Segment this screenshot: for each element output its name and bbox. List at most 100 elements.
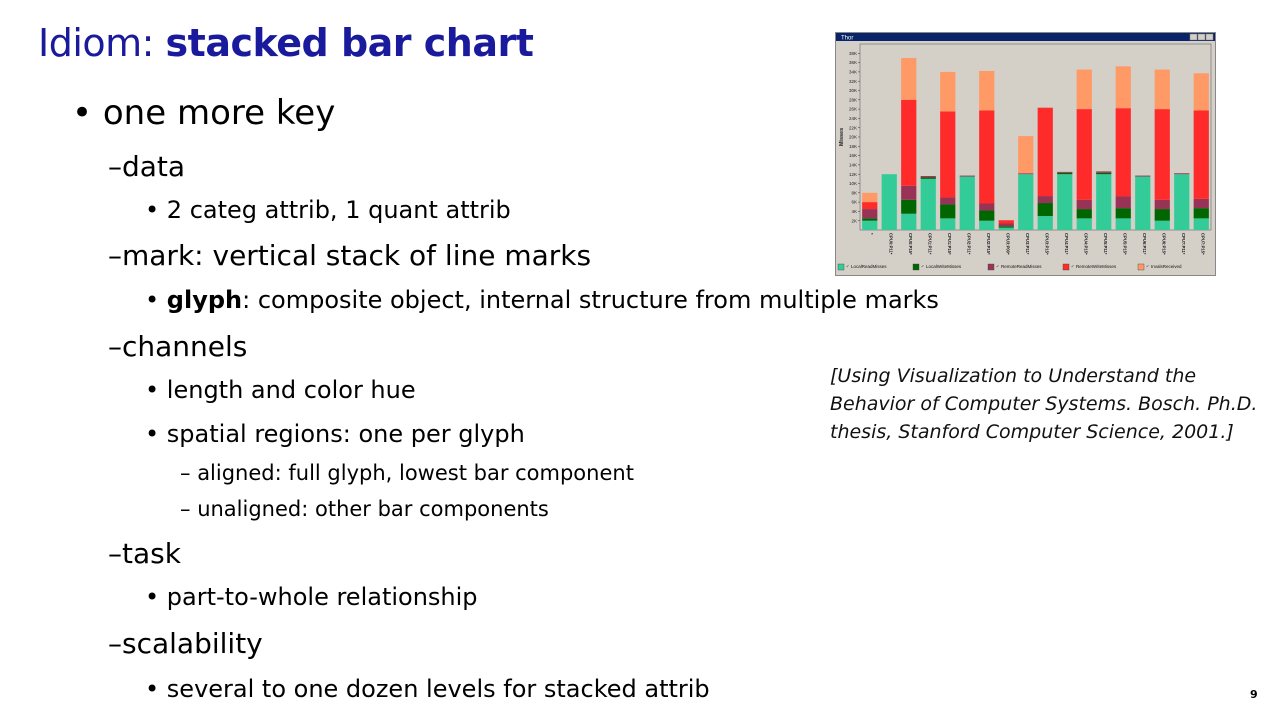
checkmark-icon: ✓ (1146, 263, 1150, 268)
checkmark-icon: ✓ (846, 263, 850, 268)
bullet-marker: • (145, 675, 160, 703)
page-number: 9 (1250, 688, 1258, 701)
x-tick-label: CPU4:P11* (1064, 233, 1069, 255)
bar-segment (901, 99, 917, 186)
bar-segment (862, 192, 878, 203)
bar-segment (998, 226, 1014, 228)
bullet-text: aligned: full glyph, lowest bar componen… (197, 461, 634, 485)
bullet-marker: • (145, 196, 160, 224)
bar-segment (979, 110, 995, 204)
bullet-marker: – (108, 627, 122, 660)
y-tick-label: 8K (851, 190, 857, 195)
x-tick-label: CPU1:P15* (947, 233, 952, 255)
y-tick-label: 24K (849, 116, 857, 121)
bullet-bold-term: glyph (166, 286, 243, 314)
bar-segment (1174, 174, 1190, 230)
x-tick-label: CPU5:P15* (1122, 233, 1127, 255)
bar-segment (1154, 109, 1170, 200)
bullet-marker: – (180, 461, 191, 485)
bullet-marker: • (145, 376, 160, 404)
bullet-text: spatial regions: one per glyph (166, 420, 525, 448)
title-prefix: Idiom: (38, 21, 166, 65)
bullet-marker: • (145, 286, 160, 314)
bar-segment (1037, 216, 1053, 230)
y-tick-label: 22K (849, 125, 857, 130)
legend-label: LocalWriteMisses (926, 264, 962, 269)
bar-segment (1057, 171, 1073, 173)
bar-segment (959, 176, 975, 230)
bar-segment (862, 202, 878, 210)
bullet-categ-attrib: • 2 categ attrib, 1 quant attrib (145, 196, 511, 224)
bar-segment (1193, 110, 1209, 199)
bullet-task: –task (108, 537, 181, 570)
bullet-marker: – (108, 150, 122, 183)
x-tick-label: * (869, 233, 874, 235)
bar-segment (1096, 172, 1112, 175)
bar-segment (1115, 196, 1131, 209)
bar-segment (1193, 218, 1209, 230)
bar-segment (1037, 107, 1053, 197)
y-tick-label: 34K (849, 70, 857, 75)
bar-segment (1018, 173, 1034, 175)
bar-segment (1076, 218, 1092, 230)
bullet-mark: –mark: vertical stack of line marks (108, 239, 591, 272)
y-tick-label: 14K (849, 163, 857, 168)
bullet-text: one more key (102, 93, 336, 133)
citation: [Using Visualization to Understand the B… (830, 362, 1257, 446)
bullet-text: scalability (122, 627, 263, 660)
legend-swatch (1137, 263, 1145, 271)
bullet-marker: – (108, 537, 122, 570)
legend-label: InvalsReceived (1151, 264, 1182, 269)
bar-segment (940, 197, 956, 205)
bar-segment (979, 70, 995, 111)
bar-segment (862, 209, 878, 219)
plot-area (859, 43, 1212, 231)
bar-segment (1057, 172, 1073, 175)
bullet-text: part-to-whole relationship (166, 583, 478, 611)
bullet-text: length and color hue (166, 376, 416, 404)
maximize-icon (1197, 33, 1206, 41)
bullet-data: –data (108, 150, 185, 183)
bar-segment (959, 175, 975, 177)
checkmark-icon: ✓ (996, 263, 1000, 268)
y-tick-label: 30K (849, 88, 857, 93)
x-tick-label: CPU6:P15* (1161, 233, 1166, 255)
bullet-several-levels: • several to one dozen levels for stacke… (145, 675, 710, 703)
bullet-marker: • (72, 93, 93, 133)
bar-segment (1154, 199, 1170, 210)
bar-segment (1115, 108, 1131, 197)
bar-segment (1193, 73, 1209, 111)
y-axis-label: Misses (839, 128, 845, 146)
x-tick-label: CPU6:P11* (1142, 233, 1147, 255)
bullet-glyph: • glyph: composite object, internal stru… (145, 286, 939, 314)
bullet-marker: • (145, 420, 160, 448)
bar-segment (1076, 69, 1092, 110)
x-tick-label: CPU2:P15* (986, 233, 991, 255)
window-title: Thor (841, 36, 853, 42)
close-icon (1205, 33, 1214, 41)
bullet-text: several to one dozen levels for stacked … (166, 675, 710, 703)
bullet-scalability: –scalability (108, 627, 263, 660)
bullet-marker: • (145, 583, 160, 611)
x-tick-label: CPU0:P15* (908, 233, 913, 255)
bar-segment (1037, 203, 1053, 217)
bar-segment (1174, 173, 1190, 175)
y-tick-label: 16K (849, 153, 857, 158)
bullet-aligned: – aligned: full glyph, lowest bar compon… (180, 461, 634, 485)
title-emphasis: stacked bar chart (165, 21, 534, 65)
bar-segment (940, 204, 956, 219)
bar-segment (1076, 199, 1092, 210)
bar-segment (920, 177, 936, 179)
y-tick-label: 12K (849, 172, 857, 177)
bar-segment (1193, 208, 1209, 219)
y-tick-label: 38K (849, 51, 857, 56)
bar-segment (1135, 176, 1151, 230)
window-titlebar (836, 33, 1215, 41)
bar-segment (920, 176, 936, 178)
y-tick-label: 18K (849, 144, 857, 149)
legend-swatch (987, 263, 995, 271)
bullet-text: task (122, 537, 181, 570)
y-tick-label: 26K (849, 107, 857, 112)
bullet-marker: – (180, 497, 191, 521)
bar-segment (1115, 66, 1131, 109)
